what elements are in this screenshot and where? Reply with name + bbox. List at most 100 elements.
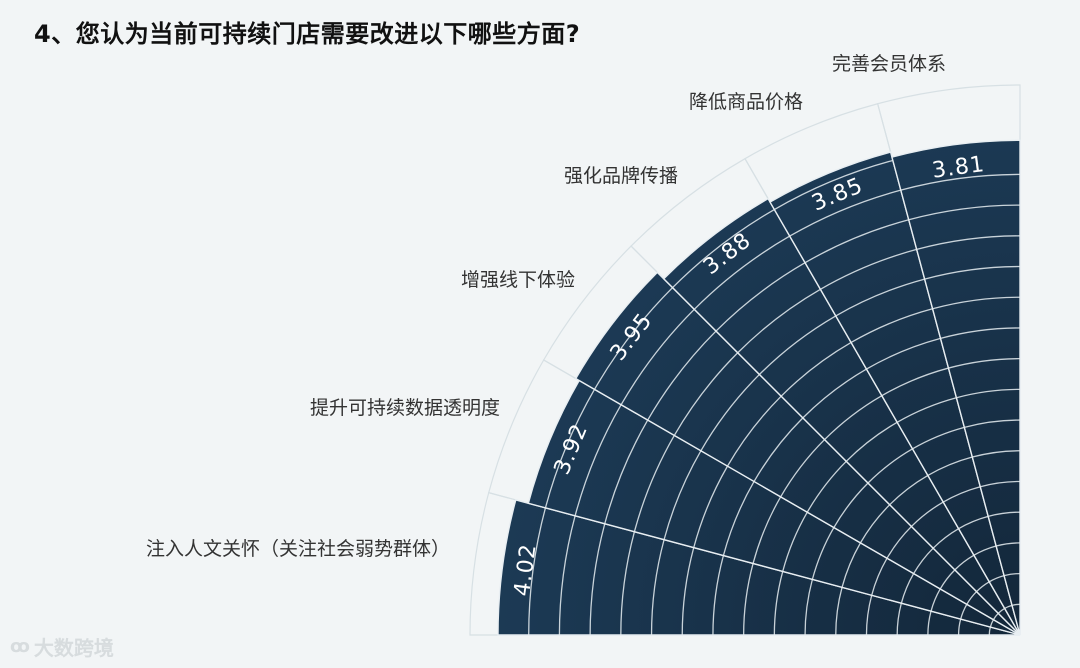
bar-grid-ring bbox=[1011, 603, 1021, 606]
bar-grid-ring bbox=[528, 507, 547, 636]
bar-grid-ring bbox=[650, 539, 665, 636]
background-sector bbox=[876, 84, 1021, 636]
bar-grid-ring bbox=[988, 511, 1021, 517]
bar-grid-ring bbox=[663, 450, 702, 540]
bar-grid-ring bbox=[932, 296, 1021, 310]
watermark: ꝏ 大数跨境 bbox=[10, 632, 114, 661]
bar-grid-ring bbox=[912, 426, 965, 450]
category-label: 提升可持续数据透明度 bbox=[310, 397, 500, 419]
bar bbox=[769, 151, 1021, 636]
bar-grid-ring bbox=[859, 504, 891, 544]
bar-grid-ring bbox=[782, 511, 808, 572]
bar-grid-ring bbox=[930, 588, 941, 612]
bar-grid-ring bbox=[942, 486, 981, 503]
bar-grid-ring bbox=[997, 607, 1005, 614]
category-label: 降低商品价格 bbox=[689, 91, 803, 113]
bar-grid-ring bbox=[900, 173, 1021, 191]
bar-grid-ring bbox=[633, 435, 675, 532]
bar-grid-ring bbox=[886, 525, 912, 559]
bar-grid-ring bbox=[811, 527, 835, 580]
bar-grid-ring bbox=[737, 288, 821, 354]
bar-grid-ring bbox=[700, 373, 760, 452]
bar-grid-ring bbox=[620, 308, 695, 406]
bar-grid-ring bbox=[927, 610, 932, 636]
watermark-logo-icon: ꝏ bbox=[10, 636, 30, 657]
bar-grid-ring bbox=[958, 515, 989, 530]
bar-grid-ring bbox=[589, 523, 606, 636]
bar-grid-ring bbox=[910, 501, 944, 527]
bar-grid-ring bbox=[992, 612, 999, 620]
bar-grid-ring bbox=[693, 465, 729, 548]
bar-grid-ring bbox=[988, 575, 1005, 583]
bar-grid-ring bbox=[574, 404, 622, 516]
bar-grid-ring bbox=[773, 571, 784, 636]
bar-grid-ring bbox=[835, 278, 925, 317]
bar-grid-ring bbox=[789, 189, 901, 237]
bar-grid-ring bbox=[806, 460, 847, 513]
bar-grid-ring bbox=[742, 563, 754, 636]
bar-grid-ring bbox=[900, 573, 915, 604]
bar-grid-ring bbox=[954, 554, 975, 571]
bar-grid-ring bbox=[940, 327, 1021, 340]
bar-grid-ring bbox=[1003, 572, 1021, 577]
bar-grid-ring bbox=[889, 474, 929, 506]
bar-grid-ring bbox=[753, 417, 804, 482]
bar-grid-ring bbox=[972, 450, 1021, 458]
bar-grid-ring bbox=[693, 235, 791, 310]
bar bbox=[891, 139, 1021, 636]
bar-grid-ring bbox=[980, 480, 1021, 488]
bar-grid-ring bbox=[989, 619, 994, 628]
bar-grid-ring bbox=[544, 389, 596, 509]
bar-grid-ring bbox=[774, 159, 894, 211]
bar-grid-ring bbox=[780, 341, 852, 397]
category-label: 完善会员体系 bbox=[832, 53, 946, 75]
bars bbox=[497, 139, 1021, 636]
bar-grid-ring bbox=[780, 439, 826, 498]
bar-grid-ring bbox=[833, 482, 869, 528]
bar-grid-ring bbox=[758, 315, 837, 375]
bar-grid-ring bbox=[647, 330, 717, 421]
bar-grid-ring bbox=[673, 352, 739, 436]
bar-grid-ring bbox=[964, 419, 1021, 429]
page-title: 4、您认为当前可持续门店需要改进以下哪些方面? bbox=[34, 20, 581, 48]
bar-grid-ring bbox=[804, 219, 909, 264]
bar-grid-ring bbox=[672, 208, 775, 289]
bar-grid-ring bbox=[804, 579, 814, 636]
bar-grid-ring bbox=[604, 419, 649, 524]
bar-grid-ring bbox=[966, 591, 978, 605]
bar-grid-ring bbox=[957, 618, 962, 636]
bar-grid-ring bbox=[924, 265, 1021, 280]
bar bbox=[497, 499, 1021, 636]
bar-grid-ring bbox=[681, 547, 695, 636]
bar-grid-ring bbox=[835, 587, 843, 636]
bar-grid-ring bbox=[927, 456, 973, 477]
bar-grid-ring bbox=[802, 368, 867, 419]
bar-grid-ring bbox=[558, 515, 576, 636]
bar-grid-ring bbox=[620, 531, 636, 636]
bar-grid-ring bbox=[841, 542, 862, 588]
category-labels: 注入人文关怀（关注社会弱势群体） 提升可持续数据透明度 增强线下体验 强化品牌传播 降低… bbox=[146, 53, 946, 560]
bar-grid-ring bbox=[973, 545, 997, 556]
bar-grid-ring bbox=[896, 397, 957, 423]
bar-grid-ring bbox=[881, 367, 949, 397]
bar-grid-ring bbox=[712, 555, 725, 636]
bar-grid-ring bbox=[995, 542, 1021, 547]
bar-grid-rings bbox=[528, 159, 1021, 636]
bar-grid-ring bbox=[722, 481, 755, 556]
background-grid bbox=[469, 84, 1021, 636]
category-label: 注入人文关怀（关注社会弱势群体） bbox=[146, 538, 450, 560]
bar-grid-ring bbox=[850, 308, 933, 344]
bar-grid-ring bbox=[960, 603, 968, 620]
bar-grid-ring bbox=[726, 395, 782, 467]
bar-grid-ring bbox=[939, 569, 956, 590]
watermark-text: 大数跨境 bbox=[33, 636, 114, 660]
bar-grid-ring bbox=[715, 262, 806, 332]
bar-grid-ring bbox=[866, 337, 941, 370]
bar-grid-ring bbox=[913, 547, 934, 574]
bar-grid-ring bbox=[896, 603, 902, 636]
category-label: 强化品牌传播 bbox=[564, 165, 678, 187]
bar-grid-ring bbox=[908, 204, 1021, 221]
bar-grid-ring bbox=[824, 395, 883, 441]
bar-grid-ring bbox=[820, 248, 917, 290]
